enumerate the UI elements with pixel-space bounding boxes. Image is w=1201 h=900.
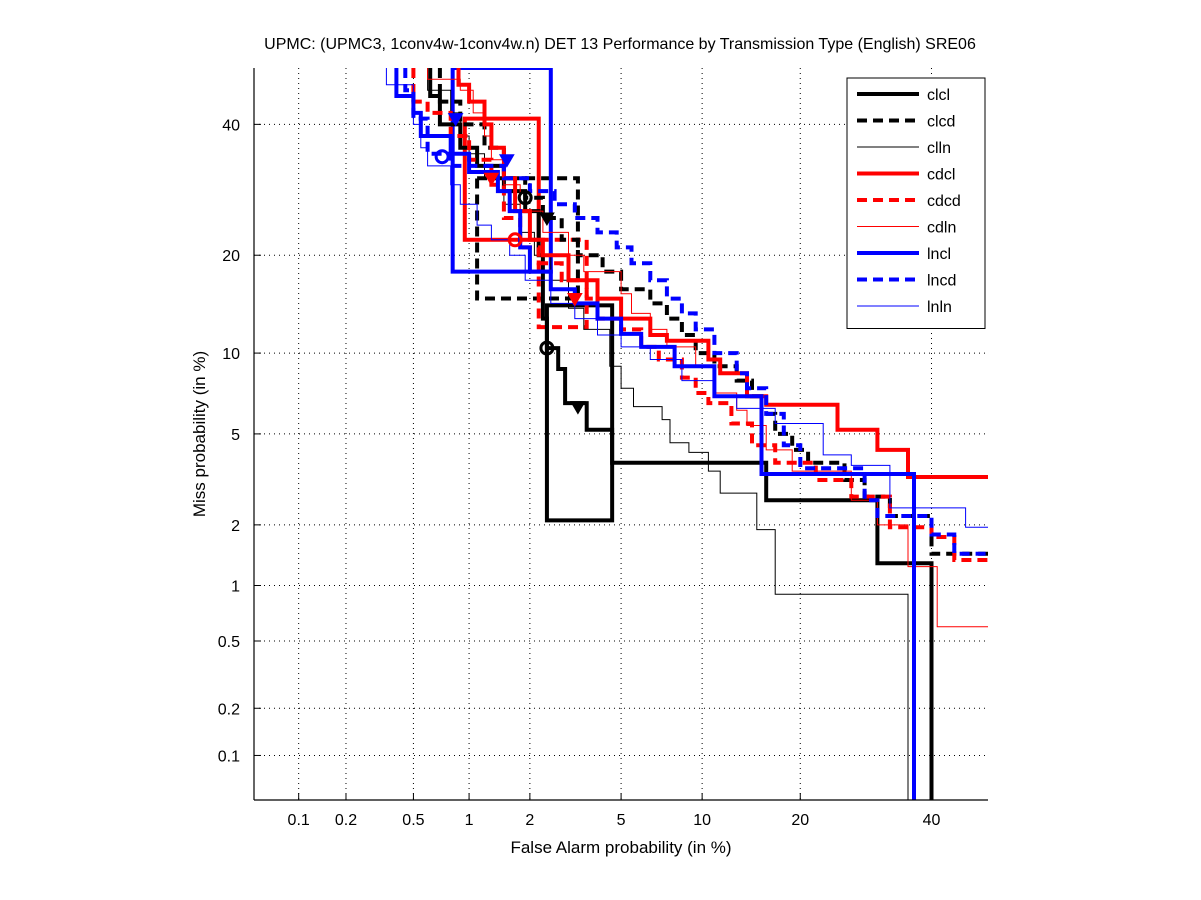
legend-label-clcl: clcl bbox=[927, 87, 950, 104]
actual-dcf-marker-clcl bbox=[570, 401, 586, 415]
y-tick-label: 2 bbox=[231, 518, 240, 535]
x-tick-label: 2 bbox=[525, 812, 534, 829]
y-tick-label: 0.1 bbox=[218, 748, 240, 765]
legend-label-cdcd: cdcd bbox=[927, 193, 961, 210]
actual-dcf-marker-lncl bbox=[447, 113, 464, 127]
series-curve-cdln bbox=[427, 68, 988, 628]
series-curve-lnln bbox=[385, 68, 988, 528]
grid-lines bbox=[254, 68, 988, 800]
confidence-box-lncl bbox=[450, 68, 553, 274]
chart-title: UPMC: (UPMC3, 1conv4w-1conv4w.n) DET 13 … bbox=[264, 36, 976, 53]
y-tick-label: 10 bbox=[222, 346, 240, 363]
series-curve-clln bbox=[427, 68, 909, 800]
x-tick-label: 0.2 bbox=[335, 812, 357, 829]
min-dcf-marker-clcl bbox=[539, 340, 555, 356]
x-axis-label: False Alarm probability (in %) bbox=[510, 838, 732, 857]
y-tick-label: 5 bbox=[231, 427, 240, 444]
legend-label-lnln: lnln bbox=[927, 299, 952, 316]
series-curve-lncl bbox=[394, 68, 916, 800]
y-axis-label: Miss probability (in %) bbox=[190, 350, 209, 518]
operating-point-markers bbox=[434, 113, 586, 415]
y-tick-label: 20 bbox=[222, 248, 240, 265]
min-dcf-marker-cdcd bbox=[507, 232, 523, 248]
actual-dcf-marker-cdcl bbox=[483, 172, 500, 187]
y-tick-label: 0.5 bbox=[218, 634, 240, 651]
series-curve-clcl bbox=[428, 68, 934, 800]
actual-dcf-marker-lncd bbox=[498, 154, 515, 168]
legend-label-lncl: lncl bbox=[927, 246, 951, 263]
legend-box bbox=[846, 77, 986, 329]
x-tick-label: 0.1 bbox=[288, 812, 310, 829]
x-tick-label: 0.5 bbox=[402, 812, 424, 829]
min-dcf-marker-lncl bbox=[434, 149, 450, 165]
y-tick-label: 40 bbox=[222, 117, 240, 134]
y-tick-label: 1 bbox=[231, 579, 240, 596]
actual-dcf-marker-cdcd bbox=[566, 293, 583, 307]
legend-label-lncd: lncd bbox=[927, 273, 956, 290]
y-tick-label: 0.2 bbox=[218, 701, 240, 718]
x-tick-label: 40 bbox=[923, 812, 941, 829]
legend-label-clln: clln bbox=[927, 140, 951, 157]
series-curve-clcd bbox=[437, 68, 988, 556]
x-tick-label: 10 bbox=[693, 812, 711, 829]
x-tick-label: 1 bbox=[465, 812, 474, 829]
legend-label-cdln: cdln bbox=[927, 220, 956, 237]
x-tick-label: 20 bbox=[791, 812, 809, 829]
series-curve-lncd bbox=[403, 68, 988, 556]
axes: 0.1 0.2 0.5 1 2 5 10 20 40 0.1 0.2 0.5 1 2 5 10 20 40 bbox=[218, 68, 988, 829]
min-dcf-marker-clcd bbox=[517, 190, 533, 206]
series-curve-cdcd bbox=[411, 68, 988, 562]
legend-label-cdcl: cdcl bbox=[927, 167, 955, 184]
series-curves bbox=[385, 68, 988, 800]
legend: clcl clcd clln cdcl cdcd cdln lncl lncd lnln bbox=[846, 77, 986, 329]
x-tick-label: 5 bbox=[617, 812, 626, 829]
confidence-boxes bbox=[450, 68, 615, 523]
legend-label-clcd: clcd bbox=[927, 114, 955, 131]
actual-dcf-marker-clcd bbox=[539, 212, 555, 227]
confidence-box-clcl bbox=[544, 303, 615, 523]
